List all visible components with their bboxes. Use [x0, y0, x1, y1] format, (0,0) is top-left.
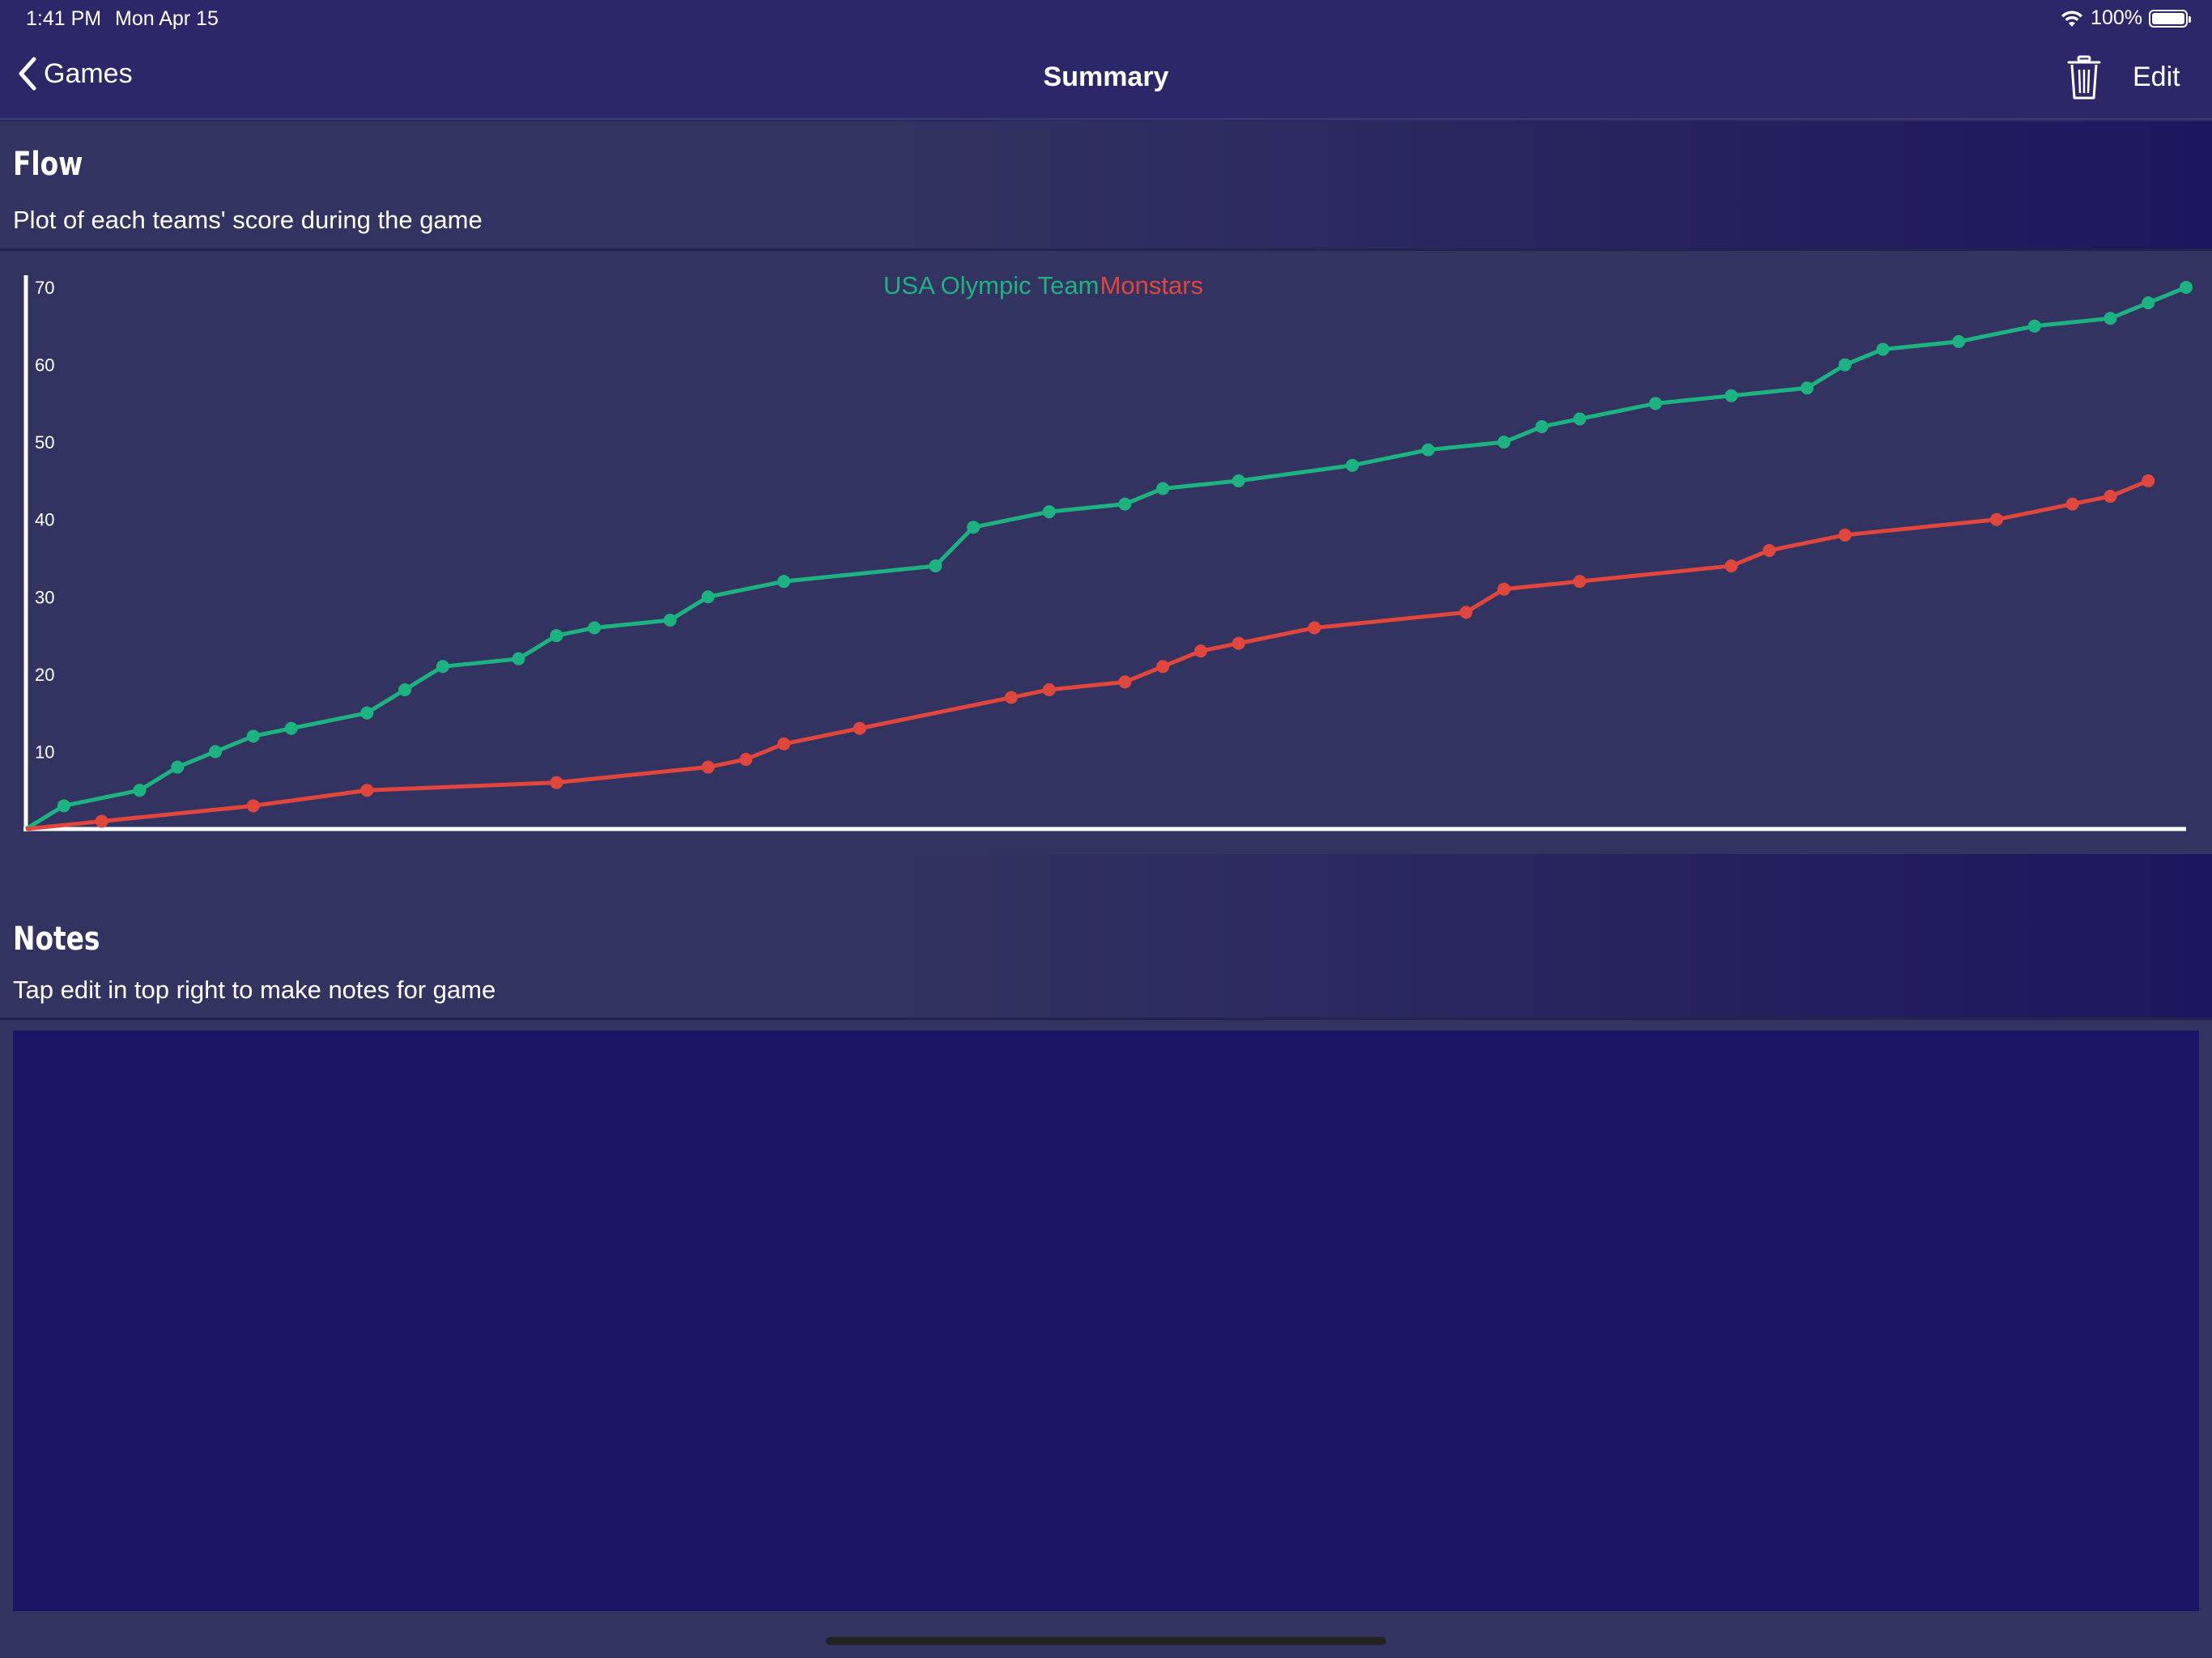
data-point	[1308, 621, 1321, 635]
data-point	[360, 706, 374, 720]
y-tick-label: 10	[35, 742, 54, 762]
data-point	[701, 760, 715, 774]
navigation-bar: Games Summary Edit	[0, 39, 2212, 120]
data-point	[1042, 682, 1056, 696]
y-tick-label: 20	[35, 665, 54, 685]
flow-section-header: Flow Plot of each teams' score during th…	[0, 121, 2212, 251]
edit-button[interactable]: Edit	[2133, 62, 2180, 92]
data-point	[777, 575, 791, 589]
status-time: 1:41 PM	[26, 7, 102, 30]
data-point	[1838, 358, 1852, 372]
battery-percent: 100%	[2091, 6, 2142, 29]
data-point	[1231, 636, 1245, 650]
data-point	[1004, 691, 1018, 704]
status-bar: 1:41 PM Mon Apr 15 100%	[0, 0, 2212, 39]
flow-subtitle: Plot of each teams' score during the gam…	[13, 206, 483, 234]
data-point	[2104, 490, 2117, 504]
data-point	[1231, 474, 1245, 487]
data-point	[1800, 381, 1814, 395]
flow-title: Flow	[13, 146, 83, 183]
data-point	[1497, 436, 1511, 449]
data-point	[1535, 420, 1549, 434]
data-point	[1497, 582, 1511, 596]
data-point	[550, 629, 564, 643]
data-point	[1573, 575, 1587, 589]
data-point	[1763, 543, 1776, 557]
data-point	[777, 737, 791, 750]
data-point	[1725, 389, 1738, 402]
data-point	[1346, 458, 1359, 472]
data-point	[209, 745, 223, 759]
data-point	[2142, 296, 2155, 310]
data-point	[398, 682, 412, 696]
data-point	[588, 621, 602, 635]
data-point	[853, 721, 866, 735]
flow-chart-area: 10 20 30 40 50 60 70 USA Olympic Team Monstars	[0, 251, 2212, 854]
notes-section-header: Notes Tap edit in top right to make note…	[0, 886, 2212, 1020]
data-point	[1989, 512, 2003, 526]
data-point	[284, 721, 298, 735]
data-point	[360, 784, 374, 797]
data-point	[246, 729, 260, 743]
data-point	[1156, 482, 1170, 495]
trash-icon	[2067, 55, 2101, 100]
legend-entry: USA Olympic Team	[883, 271, 1099, 300]
data-point	[739, 752, 753, 766]
data-point	[1952, 334, 1966, 348]
back-button[interactable]: Games	[18, 57, 133, 91]
data-point	[663, 613, 677, 627]
data-point	[1156, 660, 1170, 674]
data-point	[95, 814, 108, 828]
chevron-left-icon	[19, 57, 36, 91]
data-point	[701, 590, 715, 604]
page-title: Summary	[1043, 62, 1169, 92]
back-button-label: Games	[44, 57, 133, 89]
data-point	[2180, 281, 2193, 294]
flow-chart: 10 20 30 40 50 60 70 USA Olympic Team Monstars	[23, 271, 2193, 831]
data-point	[57, 799, 70, 813]
y-tick-label: 50	[35, 432, 54, 453]
data-point	[436, 660, 449, 674]
data-point	[1573, 412, 1587, 426]
data-point	[2142, 474, 2155, 487]
delete-button[interactable]	[2066, 55, 2102, 104]
data-point	[246, 799, 260, 813]
y-tick-label: 60	[35, 355, 54, 376]
notes-title: Notes	[13, 920, 100, 958]
data-point	[2027, 319, 2041, 333]
data-point	[550, 776, 564, 789]
series-line	[25, 478, 2150, 831]
data-point	[1194, 644, 1208, 658]
data-point	[929, 559, 942, 573]
data-point	[1421, 443, 1435, 457]
data-point	[1648, 397, 1662, 410]
notes-text-area[interactable]	[13, 1031, 2199, 1611]
home-indicator[interactable]	[826, 1637, 1386, 1645]
section-divider-band	[0, 854, 2212, 886]
battery-icon	[2149, 9, 2191, 28]
data-point	[2104, 312, 2117, 325]
status-date: Mon Apr 15	[115, 7, 219, 30]
data-point	[133, 784, 147, 797]
data-point	[1838, 528, 1852, 542]
data-point	[1042, 505, 1056, 519]
data-point	[1459, 606, 1473, 619]
data-point	[512, 652, 525, 665]
data-point	[1725, 559, 1738, 573]
legend-entry: Monstars	[1100, 271, 1203, 300]
notes-subtitle: Tap edit in top right to make notes for …	[13, 976, 496, 1004]
y-tick-label: 30	[35, 587, 54, 607]
wifi-icon	[2061, 10, 2083, 27]
data-point	[1118, 675, 1132, 689]
data-point	[967, 521, 981, 534]
status-right: 100%	[2060, 6, 2191, 30]
data-point	[1118, 497, 1132, 511]
data-point	[1876, 342, 1890, 356]
series-line	[24, 285, 2187, 831]
y-tick-label: 70	[35, 278, 54, 298]
y-tick-label: 40	[35, 510, 54, 530]
data-point	[2065, 497, 2079, 511]
data-point	[171, 760, 185, 774]
